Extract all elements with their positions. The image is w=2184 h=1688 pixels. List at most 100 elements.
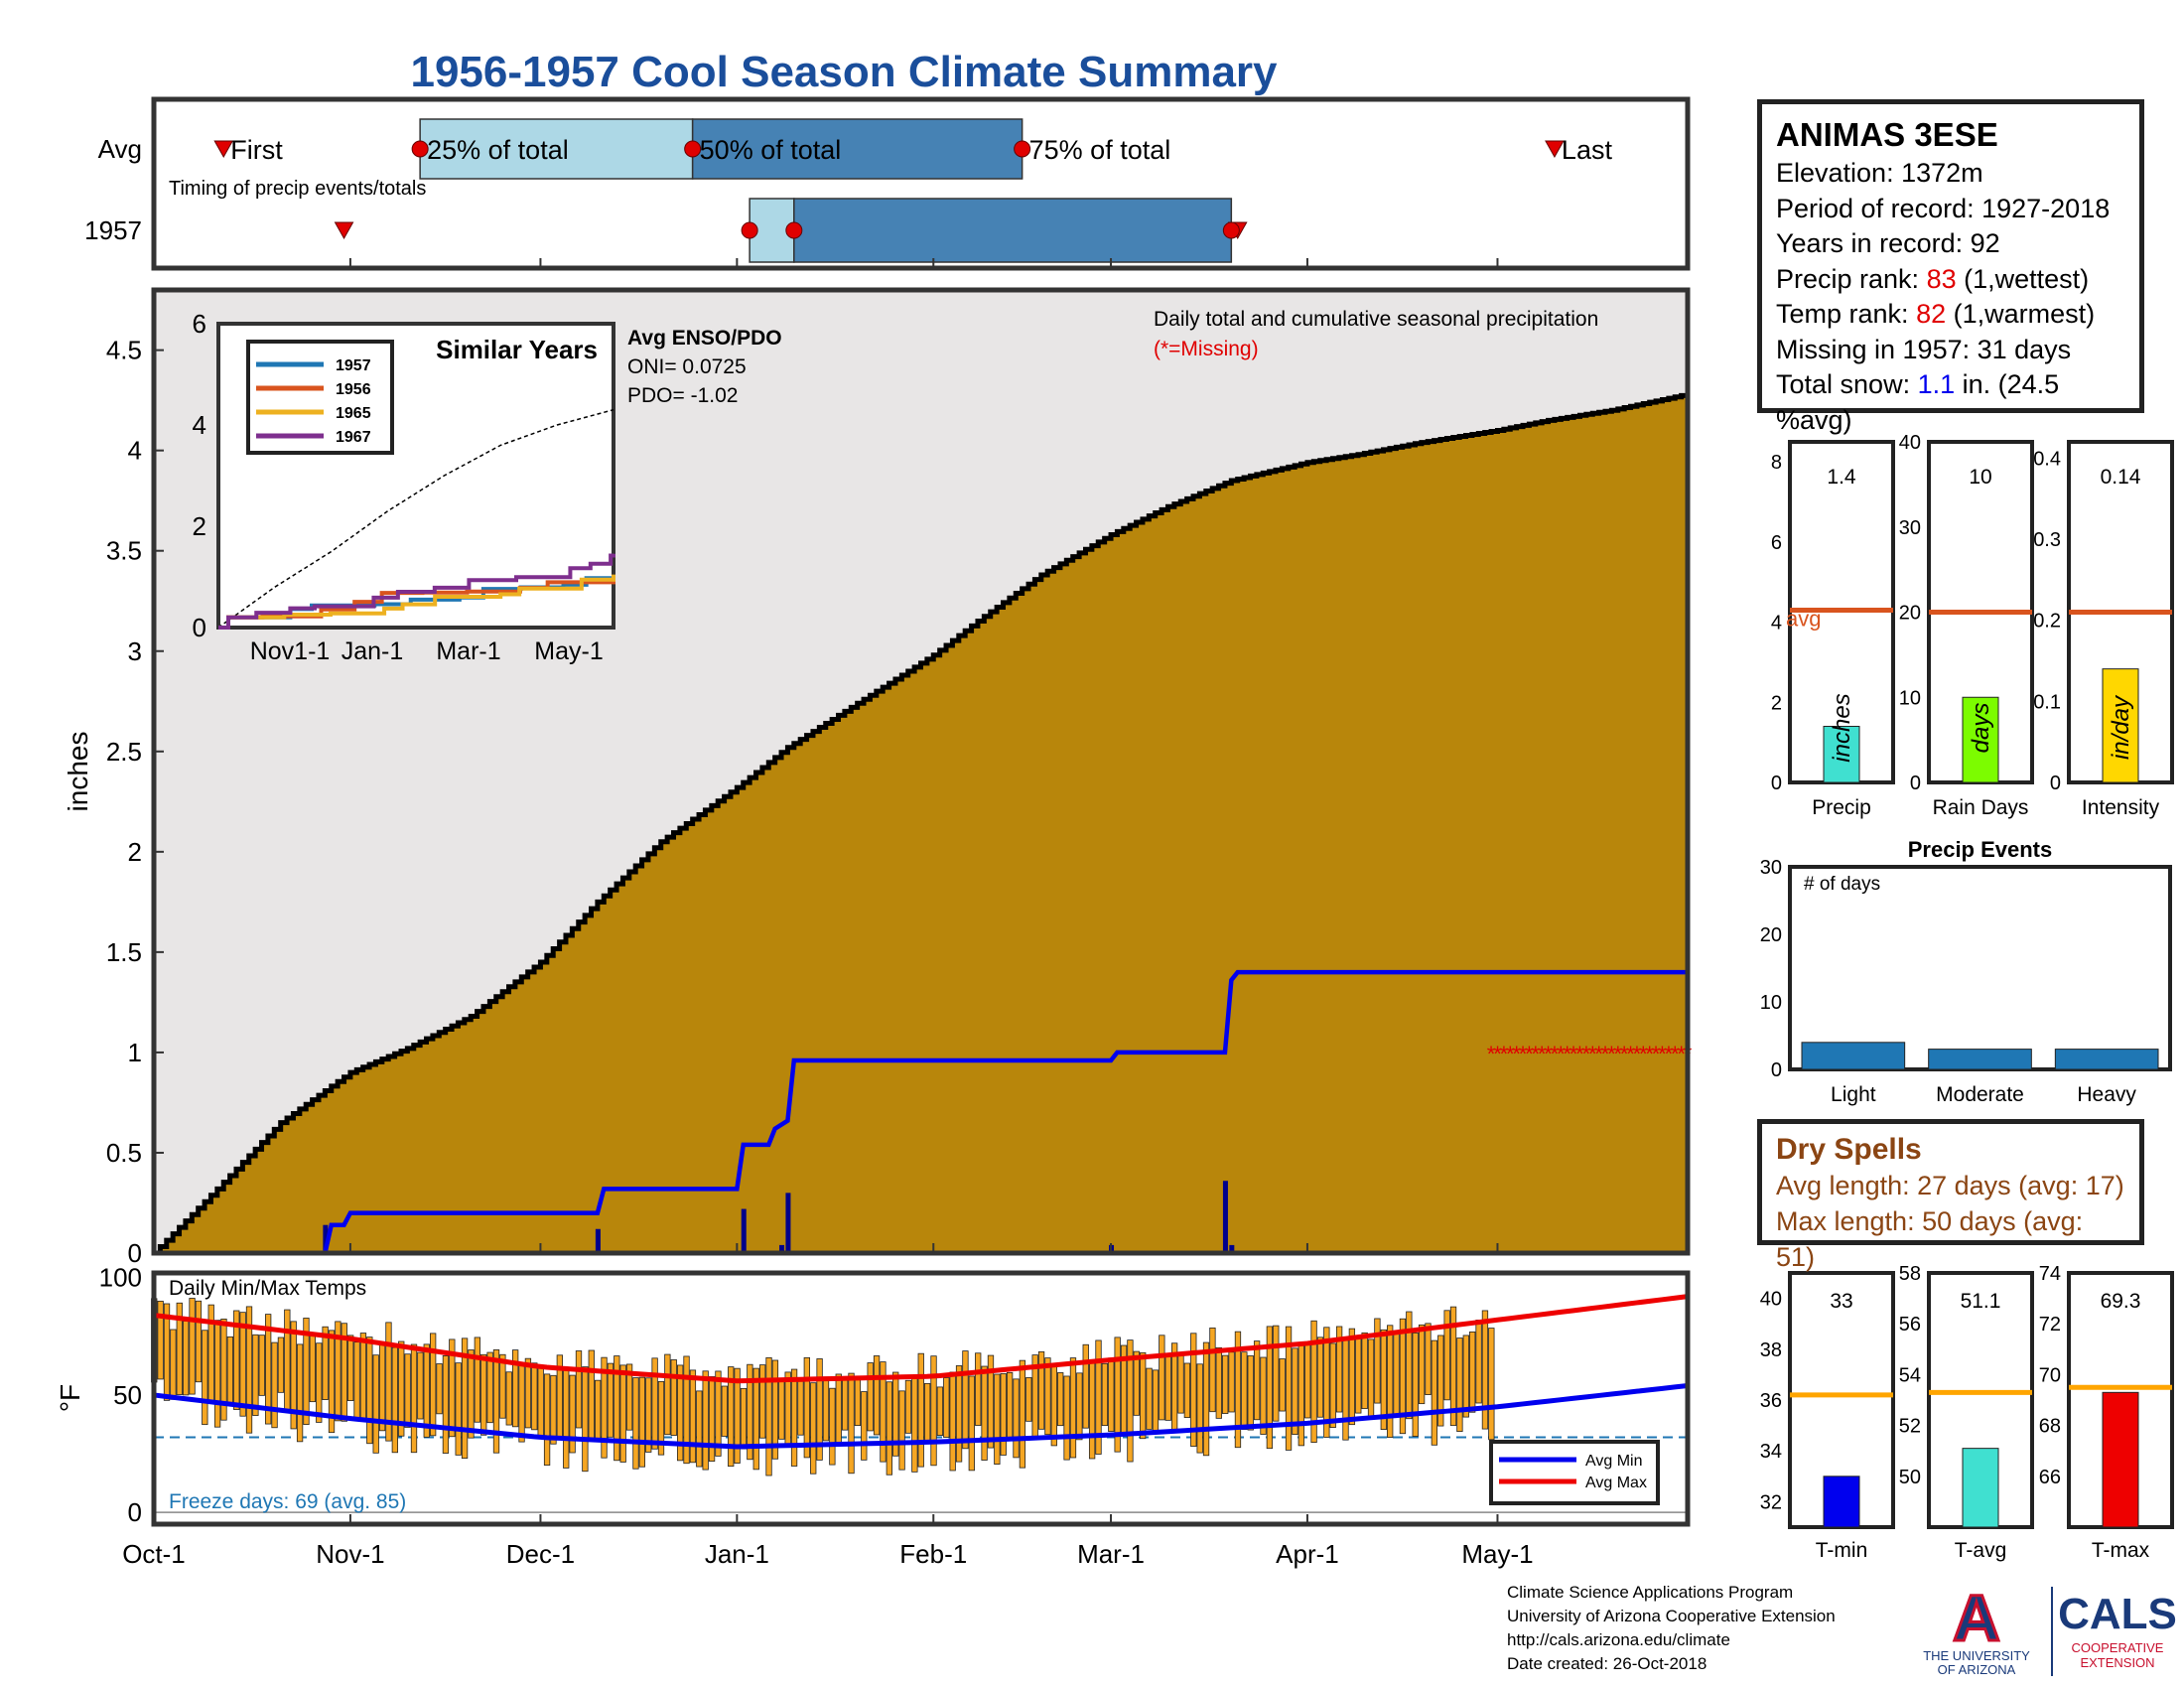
daily-temp-bar	[1323, 1327, 1330, 1438]
daily-temp-bar	[1228, 1351, 1235, 1413]
daily-temp-bar	[1329, 1342, 1336, 1429]
footer-line-1: Climate Science Applications Program	[1507, 1583, 1794, 1602]
x-tick-label: Nov-1	[316, 1539, 384, 1569]
daily-temp-bar	[461, 1337, 469, 1460]
cumulative-annotation: Daily total and cumulative seasonal prec…	[1154, 308, 1598, 331]
daily-temp-bar	[1133, 1350, 1140, 1416]
daily-temp-bar	[563, 1367, 570, 1469]
daily-temp-bar	[398, 1340, 405, 1437]
inset-y-tick-label: 0	[193, 613, 206, 642]
timing-row-label-1957: 1957	[84, 215, 142, 245]
daily-precip-bar	[779, 1244, 785, 1253]
precip-events-chart: Precip Events 0 10 20 30 # of days Light Modera…	[1760, 837, 2172, 1106]
years-in-record: Years in record: 92	[1776, 228, 2000, 258]
daily-temp-bar	[1304, 1343, 1311, 1419]
inset-line-1965	[218, 574, 615, 630]
missing-marker: *	[1519, 1042, 1528, 1066]
daily-temp-bar	[474, 1336, 480, 1423]
ua-letter: A	[1953, 1581, 2000, 1654]
daily-temp-bar	[911, 1375, 918, 1473]
events-y-tick-label: 20	[1760, 924, 1782, 946]
enso-title: Avg ENSO/PDO	[627, 327, 782, 350]
daily-temp-bar	[588, 1349, 595, 1440]
precip-unit: days	[1968, 703, 1994, 754]
y-tick-label: 2	[128, 837, 142, 867]
cals-line-2: EXTENSION	[2080, 1655, 2154, 1670]
daily-temp-bar	[1152, 1369, 1160, 1432]
cumulative-1957-line	[154, 969, 1688, 1256]
daily-temp-bar	[1140, 1351, 1147, 1440]
daily-temp-bar	[715, 1370, 722, 1457]
precip-summary-charts: 0 2 4 6 8 1.4 Precip inches avg 0 10 20 30 40 10 Rain D…	[1771, 432, 2174, 819]
temp-y-tick-label: 0	[128, 1497, 142, 1527]
daily-temp-bar	[1069, 1357, 1077, 1459]
avg-text: avg	[1786, 606, 1821, 631]
legend-label-1965: 1965	[336, 405, 371, 422]
daily-temp-bar	[1202, 1341, 1210, 1457]
temp-bar-T-max	[2102, 1391, 2139, 1528]
daily-temp-bar	[468, 1349, 475, 1439]
timing-label: Last	[1562, 135, 1613, 165]
daily-temp-bar	[1222, 1354, 1229, 1414]
daily-temp-bar	[886, 1381, 892, 1476]
daily-temp-bar	[670, 1359, 677, 1436]
daily-temp-bar	[625, 1363, 633, 1431]
x-tick-label: Jan-1	[705, 1539, 769, 1569]
ua-line-1: THE UNIVERSITY	[1923, 1648, 2030, 1663]
daily-temp-bar	[829, 1387, 836, 1466]
temp-y-tick-label: 34	[1760, 1441, 1782, 1463]
inset-y-tick-label: 2	[193, 511, 206, 541]
missing-note: (*=Missing)	[1154, 338, 1259, 360]
daily-temp-bar	[518, 1362, 525, 1443]
daily-temp-bar	[531, 1362, 538, 1431]
daily-temp-bar	[943, 1377, 950, 1438]
daily-temp-bar	[550, 1374, 557, 1445]
precip-y-tick-label: 20	[1899, 603, 1921, 625]
daily-temp-bar	[702, 1370, 709, 1471]
daily-temp-bar	[923, 1382, 931, 1445]
daily-temp-bar	[987, 1354, 995, 1449]
daily-temp-bar	[708, 1376, 716, 1463]
daily-temp-bar	[455, 1362, 462, 1456]
precip-value-Intensity: 0.14	[2101, 466, 2141, 489]
precip-rank-value: 83	[1926, 263, 1957, 294]
temps-legend-label: Avg Max	[1585, 1475, 1647, 1491]
temp-y-tick-label: 50	[113, 1380, 142, 1410]
main-charts: Avg First 25% of total 50% of total 75% of t…	[55, 96, 1693, 1569]
daily-precip-bar	[595, 1228, 601, 1253]
daily-temp-bar	[1406, 1311, 1413, 1420]
precip-bar-Rain Days	[1962, 696, 1999, 783]
daily-temp-bar	[258, 1335, 265, 1396]
station-name: ANIMAS 3ESE	[1776, 116, 1998, 153]
daily-temp-bar	[1443, 1310, 1450, 1401]
avg-cumulative-line	[154, 392, 1691, 1256]
precip-label-Intensity: Intensity	[2082, 796, 2160, 819]
daily-temp-bar	[252, 1334, 259, 1416]
snow-note: in. (24.5 %avg)	[1776, 369, 2060, 435]
daily-precip-bar	[1229, 1244, 1235, 1253]
missing-marker: *	[1658, 1042, 1667, 1066]
daily-temp-bar	[436, 1363, 443, 1415]
daily-temp-bar	[1183, 1362, 1191, 1419]
precip-label-Precip: Precip	[1812, 796, 1871, 819]
timing-dot-50	[684, 140, 702, 158]
daily-temp-bar	[1310, 1320, 1317, 1444]
daily-precip-bar	[741, 1208, 747, 1253]
daily-temp-bar	[771, 1359, 779, 1460]
daily-temp-bar	[1462, 1335, 1469, 1418]
daily-temp-bar	[822, 1376, 830, 1442]
temp-rank-note: (1,warmest)	[1946, 299, 2096, 329]
y-axis-label: inches	[63, 732, 93, 812]
daily-temp-bar	[582, 1366, 589, 1473]
timing-label: 25% of total	[427, 135, 569, 165]
daily-temp-bar	[353, 1341, 360, 1421]
daily-temp-bar	[359, 1333, 367, 1421]
timing-annotation: Timing of precip events/totals	[169, 178, 426, 200]
daily-temp-bar	[1101, 1362, 1109, 1427]
events-bar-Moderate	[1928, 1049, 2032, 1070]
cals-line-1: COOPERATIVE	[2072, 1640, 2164, 1655]
daily-temp-bar	[1000, 1373, 1007, 1456]
temp-bar-T-avg	[1962, 1448, 1999, 1528]
x-tick-label: Apr-1	[1276, 1539, 1339, 1569]
enso-pdo: PDO= -1.02	[627, 384, 738, 407]
